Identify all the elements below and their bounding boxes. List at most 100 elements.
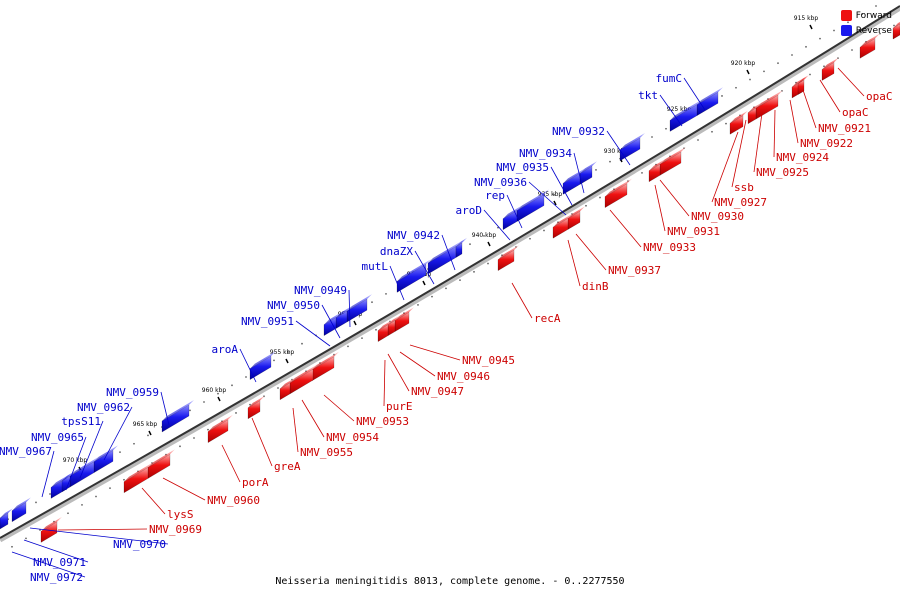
gene-label-text: NMV_0925: [756, 166, 809, 179]
scale-dot: [25, 537, 27, 540]
scale-dot: [791, 54, 793, 56]
scale-dot: [273, 359, 275, 362]
forward-gene-label: porA: [221, 444, 269, 489]
reverse-gene-label: dnaZX: [380, 245, 435, 285]
forward-gene-label: NMV_0954: [301, 399, 379, 444]
forward-gene-label: NMV_0947: [387, 353, 464, 398]
reverse-gene-label: NMV_0962: [77, 401, 133, 461]
tick-label: 925 kbp: [667, 106, 692, 113]
forward-gene-box: [859, 33, 880, 59]
reverse-gene-label: tkt: [638, 89, 683, 127]
forward-gene-box: [207, 414, 233, 444]
reverse-gene-box: [249, 351, 276, 381]
gene-label-text: NMV_0931: [667, 225, 720, 238]
reverse-gene-label: NMV_0936: [474, 176, 567, 216]
gene-label-text: purE: [386, 400, 413, 413]
tick-label: 960 kbp: [202, 387, 227, 394]
gene-label-text: opaC: [866, 90, 893, 103]
scale-dot: [49, 493, 51, 495]
scale-dot: [347, 345, 349, 348]
gene-label-text: NMV_0967: [0, 445, 52, 458]
scale-dots: [7, 5, 895, 548]
scale-dot: [245, 376, 247, 378]
reverse-gene-box: [516, 189, 549, 222]
tick-label: 915 kbp: [794, 15, 819, 22]
legend-forward-label: Forward: [855, 10, 892, 21]
reverse-gene-box: [455, 237, 467, 258]
scale-dot: [119, 451, 121, 454]
gene-label-text: recA: [534, 312, 561, 325]
reverse-gene-box: [579, 161, 597, 185]
gene-label-text: NMV_0935: [496, 161, 549, 174]
reverse-gene-label: NMV_0950: [267, 299, 341, 339]
scale-dot: [179, 445, 181, 448]
forward-gene-label: NMV_0927: [711, 131, 767, 209]
reverse-gene-label: NMV_0967: [0, 445, 55, 498]
forward-gene-box: [40, 516, 62, 543]
forward-gene-label: NMV_0955: [292, 407, 353, 459]
tick-mark: [553, 200, 557, 206]
scale-dot: [483, 235, 485, 237]
gene-label-text: NMV_0969: [149, 523, 202, 536]
scale-dot: [193, 437, 195, 439]
forward-gene-label: NMV_0931: [654, 184, 720, 238]
scale-dot: [595, 169, 597, 171]
gene-label-text: NMV_0949: [294, 284, 347, 297]
scale-dot: [599, 196, 601, 199]
reverse-gene-box: [619, 133, 645, 162]
reverse-gene-label: NMV_0935: [496, 161, 573, 206]
scale-dot: [711, 130, 713, 133]
gene-label-text: rep: [485, 189, 505, 202]
forward-gene-label: dinB: [567, 239, 609, 293]
scale-dot: [207, 428, 209, 431]
forward-gene-label: lysS: [141, 487, 194, 521]
scale-dot: [35, 501, 37, 504]
scale-dot: [133, 442, 135, 445]
reverse-swatch: [840, 25, 852, 36]
scale-dot: [833, 29, 835, 32]
gene-label-text: NMV_0930: [691, 210, 744, 223]
reverse-gene-label: NMV_0971: [23, 539, 89, 569]
forward-gene-label: NMV_0945: [409, 344, 515, 367]
gene-label-text: NMV_0962: [77, 401, 130, 414]
scale-dot: [851, 49, 853, 51]
gene-label-text: tpsS11: [61, 415, 101, 428]
reverse-gene-label: NMV_0951: [241, 315, 331, 347]
forward-gene-box: [279, 377, 295, 401]
gene-label-text: NMV_0936: [474, 176, 527, 189]
gene-label-text: aroA: [212, 343, 239, 356]
tick-label: 930 kbp: [604, 148, 629, 155]
scale-dot: [375, 328, 377, 331]
scale-dot: [861, 13, 863, 16]
forward-gene-box: [604, 178, 632, 209]
reverse-gene-label: fumC: [656, 72, 706, 111]
gene-label-text: lysS: [167, 508, 194, 521]
tick-mark: [148, 430, 152, 436]
scale-dot: [445, 287, 447, 290]
forward-gene-box: [648, 159, 665, 183]
gene-label-text: NMV_0922: [800, 137, 853, 150]
genome-backbone-shadow: [0, 5, 900, 543]
kbp-ticks: 915 kbp 920 kbp 925 kbp 930 kbp 935 kbp 940 k…: [63, 15, 819, 472]
forward-gene-label: NMV_0924: [773, 109, 829, 164]
gene-label-text: NMV_0921: [818, 122, 871, 135]
scale-dot: [473, 270, 475, 273]
gene-label-text: NMV_0937: [608, 264, 661, 277]
reverse-gene-label: NMV_0932: [552, 125, 631, 166]
forward-gene-label: recA: [511, 282, 561, 325]
forward-gene-box: [247, 395, 265, 420]
scale-dot: [609, 160, 611, 163]
scale-dot: [147, 434, 149, 437]
gene-label-text: porA: [242, 476, 269, 489]
forward-gene-label: purE: [383, 359, 413, 413]
scale-dot: [109, 487, 111, 490]
scale-dot: [819, 37, 821, 40]
scale-dot: [459, 279, 461, 281]
scale-dot: [763, 70, 765, 73]
reverse-gene-label: NMV_0972: [11, 551, 86, 584]
gene-label-text: NMV_0946: [437, 370, 490, 383]
scale-dot: [641, 171, 643, 174]
tick-label: 965 kbp: [133, 421, 158, 428]
gene-label-text: dnaZX: [380, 245, 413, 258]
